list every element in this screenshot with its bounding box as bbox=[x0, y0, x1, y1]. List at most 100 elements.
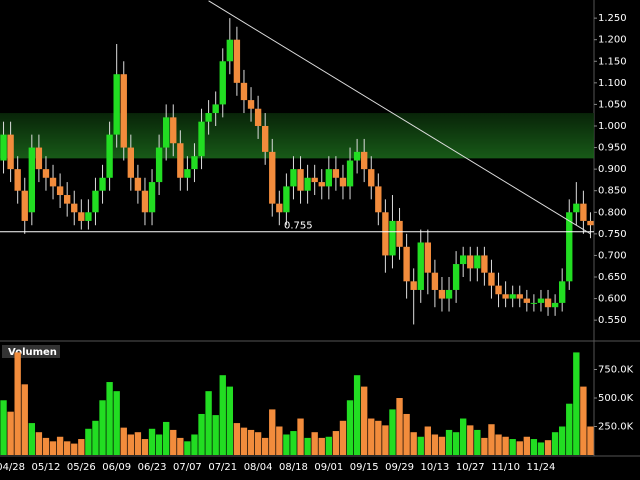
candle-body bbox=[56, 186, 64, 196]
candle-body bbox=[127, 147, 135, 178]
candle-body bbox=[410, 281, 417, 290]
y-tick-label: 1.150 bbox=[598, 56, 627, 67]
volume-title: Volumen bbox=[8, 347, 57, 358]
y-tick-label: 0.800 bbox=[598, 207, 627, 218]
candle-body bbox=[283, 186, 290, 213]
x-tick-label: 05/12 bbox=[32, 462, 61, 473]
y-tick-label: 0.550 bbox=[598, 315, 627, 326]
candle-body bbox=[558, 281, 566, 303]
candle-body bbox=[346, 160, 354, 187]
volume-bar bbox=[233, 423, 241, 455]
volume-bar bbox=[297, 418, 304, 455]
volume-bar bbox=[389, 409, 396, 455]
candle-body bbox=[311, 177, 318, 183]
x-tick-label: 10/27 bbox=[456, 462, 485, 473]
volume-bar bbox=[488, 424, 495, 455]
volume-bar bbox=[325, 436, 333, 455]
volume-bar bbox=[459, 418, 467, 455]
y-tick-label: 0.650 bbox=[598, 272, 627, 283]
candle-body bbox=[339, 177, 347, 187]
candle-body bbox=[0, 134, 7, 161]
volume-bar bbox=[495, 434, 502, 455]
volume-bar bbox=[544, 440, 552, 455]
volume-bar bbox=[368, 418, 375, 455]
candle-body bbox=[78, 212, 85, 221]
candle-body bbox=[261, 125, 269, 152]
candle-body bbox=[382, 212, 389, 256]
volume-bar bbox=[78, 439, 85, 455]
candle-body bbox=[530, 302, 538, 304]
candle-body bbox=[318, 182, 325, 187]
candle-body bbox=[233, 39, 241, 83]
volume-bar bbox=[396, 398, 403, 455]
candle-body bbox=[247, 100, 255, 109]
candle-body bbox=[467, 255, 474, 269]
volume-bar bbox=[49, 441, 57, 455]
volume-bar bbox=[71, 443, 78, 455]
x-tick-label: 04/28 bbox=[0, 462, 25, 473]
volume-bar bbox=[85, 428, 92, 455]
candle-body bbox=[509, 294, 516, 299]
volume-bar bbox=[99, 400, 106, 455]
volume-bar bbox=[219, 375, 226, 455]
volume-bar bbox=[155, 434, 163, 455]
volume-bar bbox=[191, 434, 198, 455]
candle-body bbox=[162, 117, 170, 148]
candle-body bbox=[360, 151, 368, 170]
y-tick-label: 0.850 bbox=[598, 186, 627, 197]
volume-bar bbox=[42, 437, 50, 455]
candle-body bbox=[290, 169, 297, 187]
volume-bar bbox=[198, 413, 205, 455]
volume-bar bbox=[509, 439, 516, 455]
x-tick-label: 09/01 bbox=[314, 462, 343, 473]
candle-body bbox=[71, 203, 78, 213]
volume-bar bbox=[184, 441, 191, 455]
volume-bar bbox=[127, 434, 135, 455]
volume-bar bbox=[339, 420, 347, 455]
candle-body bbox=[580, 203, 587, 221]
candle-body bbox=[63, 195, 71, 204]
candle-body bbox=[113, 74, 120, 135]
candle-body bbox=[49, 177, 57, 187]
x-tick-label: 07/21 bbox=[208, 462, 237, 473]
y-tick-label: 1.100 bbox=[598, 78, 627, 89]
candle-body bbox=[297, 169, 304, 191]
volume-bar bbox=[445, 429, 453, 455]
volume-bar bbox=[424, 426, 432, 455]
candle-body bbox=[276, 203, 283, 213]
x-tick-label: 06/09 bbox=[102, 462, 131, 473]
candle-body bbox=[459, 255, 467, 265]
y-tick-label: 1.250 bbox=[598, 13, 627, 24]
y-tick-label: 0.900 bbox=[598, 164, 627, 175]
candle-body bbox=[573, 203, 580, 213]
candle-body bbox=[551, 302, 559, 308]
candle-body bbox=[42, 169, 50, 178]
volume-bar bbox=[360, 386, 368, 455]
volume-bar bbox=[177, 437, 184, 455]
candle-body bbox=[134, 177, 142, 191]
candle-body bbox=[353, 151, 361, 161]
x-tick-label: 11/10 bbox=[491, 462, 520, 473]
volume-bar bbox=[452, 432, 460, 455]
candle-body bbox=[495, 285, 502, 295]
volume-bar bbox=[7, 411, 14, 455]
y-tick-label: 1.000 bbox=[598, 121, 627, 132]
trendline bbox=[208, 0, 591, 235]
volume-bar bbox=[14, 352, 21, 455]
volume-bar bbox=[375, 420, 382, 455]
volume-bar bbox=[382, 425, 389, 455]
y-tick-label: 500.0K bbox=[598, 393, 634, 404]
candle-body bbox=[304, 177, 311, 191]
candle-body bbox=[155, 147, 163, 183]
candle-body bbox=[537, 298, 545, 303]
candle-body bbox=[212, 104, 219, 114]
volume-bar bbox=[558, 426, 566, 455]
volume-bar bbox=[502, 436, 509, 455]
candle-body bbox=[452, 264, 460, 290]
candle-body bbox=[226, 39, 234, 62]
y-tick-label: 0.750 bbox=[598, 229, 627, 240]
candle-body bbox=[191, 156, 198, 170]
volume-bar bbox=[148, 428, 156, 455]
candle-body bbox=[474, 255, 481, 269]
